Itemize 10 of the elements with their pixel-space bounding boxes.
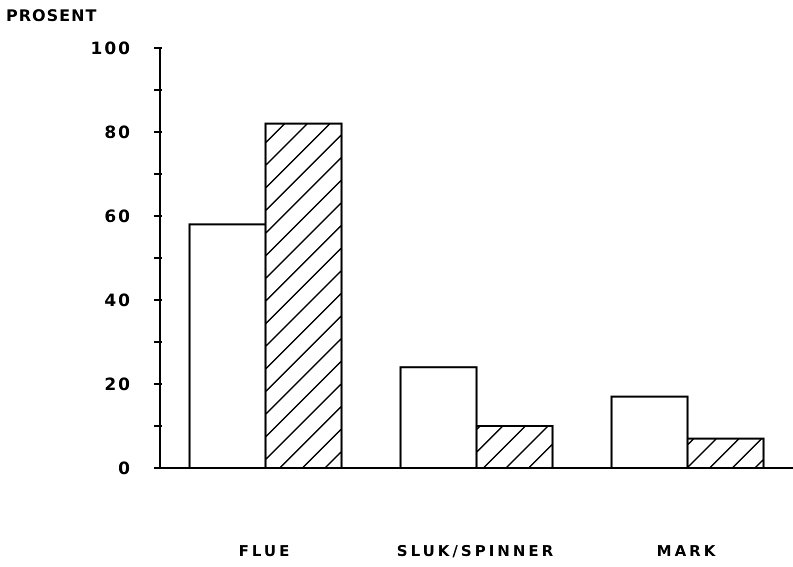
x-tick-label: FLUE [238,542,292,560]
y-tick-label: 40 [104,291,132,311]
y-tick-label: 80 [104,123,132,143]
x-tick-label: SLUK/SPINNER [396,542,556,560]
y-tick-label: 60 [104,207,132,227]
y-tick-label: 100 [90,39,132,59]
y-axis-title: PROSENT [6,6,98,25]
x-tick-label: MARK [656,542,718,560]
y-tick-label: 20 [104,375,132,395]
y-tick-label: 0 [118,459,132,479]
